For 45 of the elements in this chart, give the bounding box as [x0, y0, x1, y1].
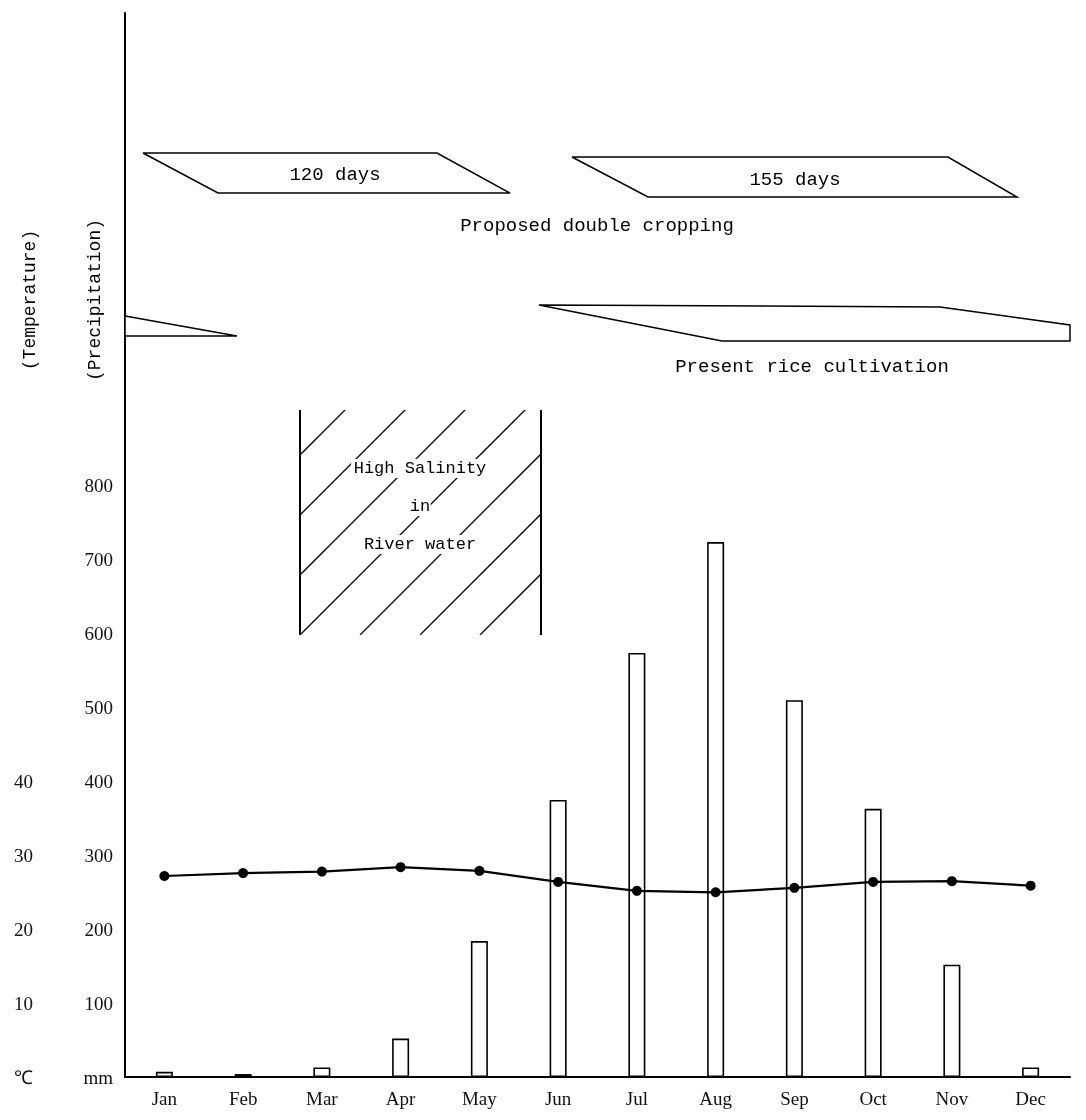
annotation: 155 days	[749, 169, 841, 192]
y2-tick-label: 40	[14, 770, 33, 792]
y-tick-label: mm	[83, 1066, 114, 1088]
y-tick-label: 800	[84, 475, 113, 497]
x-tick-label: Sep	[780, 1088, 809, 1109]
annotation: 120 days	[289, 164, 381, 187]
x-tick-label: Apr	[385, 1088, 417, 1109]
y2-tick-label: ℃	[14, 1066, 33, 1088]
point	[946, 876, 957, 887]
y-tick-label: 300	[84, 844, 113, 866]
y2-tick-label: 30	[14, 844, 33, 866]
y2-axis-title: (Temperature)	[19, 229, 40, 371]
x-tick-label: Aug	[699, 1088, 733, 1109]
point	[159, 871, 170, 882]
point	[710, 887, 721, 898]
y-tick-label: 700	[84, 549, 113, 571]
annotation: Present rice cultivation	[675, 356, 949, 379]
x-tick-label: Nov	[935, 1088, 969, 1109]
y-tick-label: 100	[84, 992, 113, 1014]
x-tick-label: May	[461, 1088, 498, 1109]
point	[553, 876, 564, 887]
annotation: High Salinity in River water	[353, 459, 487, 554]
x-tick-label: Jan	[151, 1088, 178, 1109]
point	[631, 885, 642, 896]
y-tick-label: 500	[84, 697, 113, 719]
point	[789, 882, 800, 893]
x-tick-label: Jul	[625, 1088, 648, 1109]
point	[474, 865, 485, 876]
point	[1025, 880, 1036, 891]
point	[238, 868, 249, 879]
y-tick-label: 400	[84, 770, 113, 792]
x-tick-label: Feb	[228, 1088, 258, 1109]
x-tick-label: Dec	[1015, 1088, 1046, 1109]
y-axis-title: (Precipitation)	[84, 218, 105, 382]
x-tick-label: Oct	[859, 1088, 888, 1109]
y2-tick-label: 20	[14, 918, 33, 940]
point	[868, 876, 879, 887]
y-tick-label: 200	[84, 918, 113, 940]
x-tick-label: Mar	[306, 1088, 339, 1109]
point	[316, 866, 327, 877]
y2-tick-label: 10	[14, 992, 33, 1014]
point	[395, 862, 406, 873]
x-tick-label: Jun	[544, 1088, 572, 1109]
annotation: Proposed double cropping	[460, 215, 734, 238]
y-tick-label: 600	[84, 623, 113, 645]
